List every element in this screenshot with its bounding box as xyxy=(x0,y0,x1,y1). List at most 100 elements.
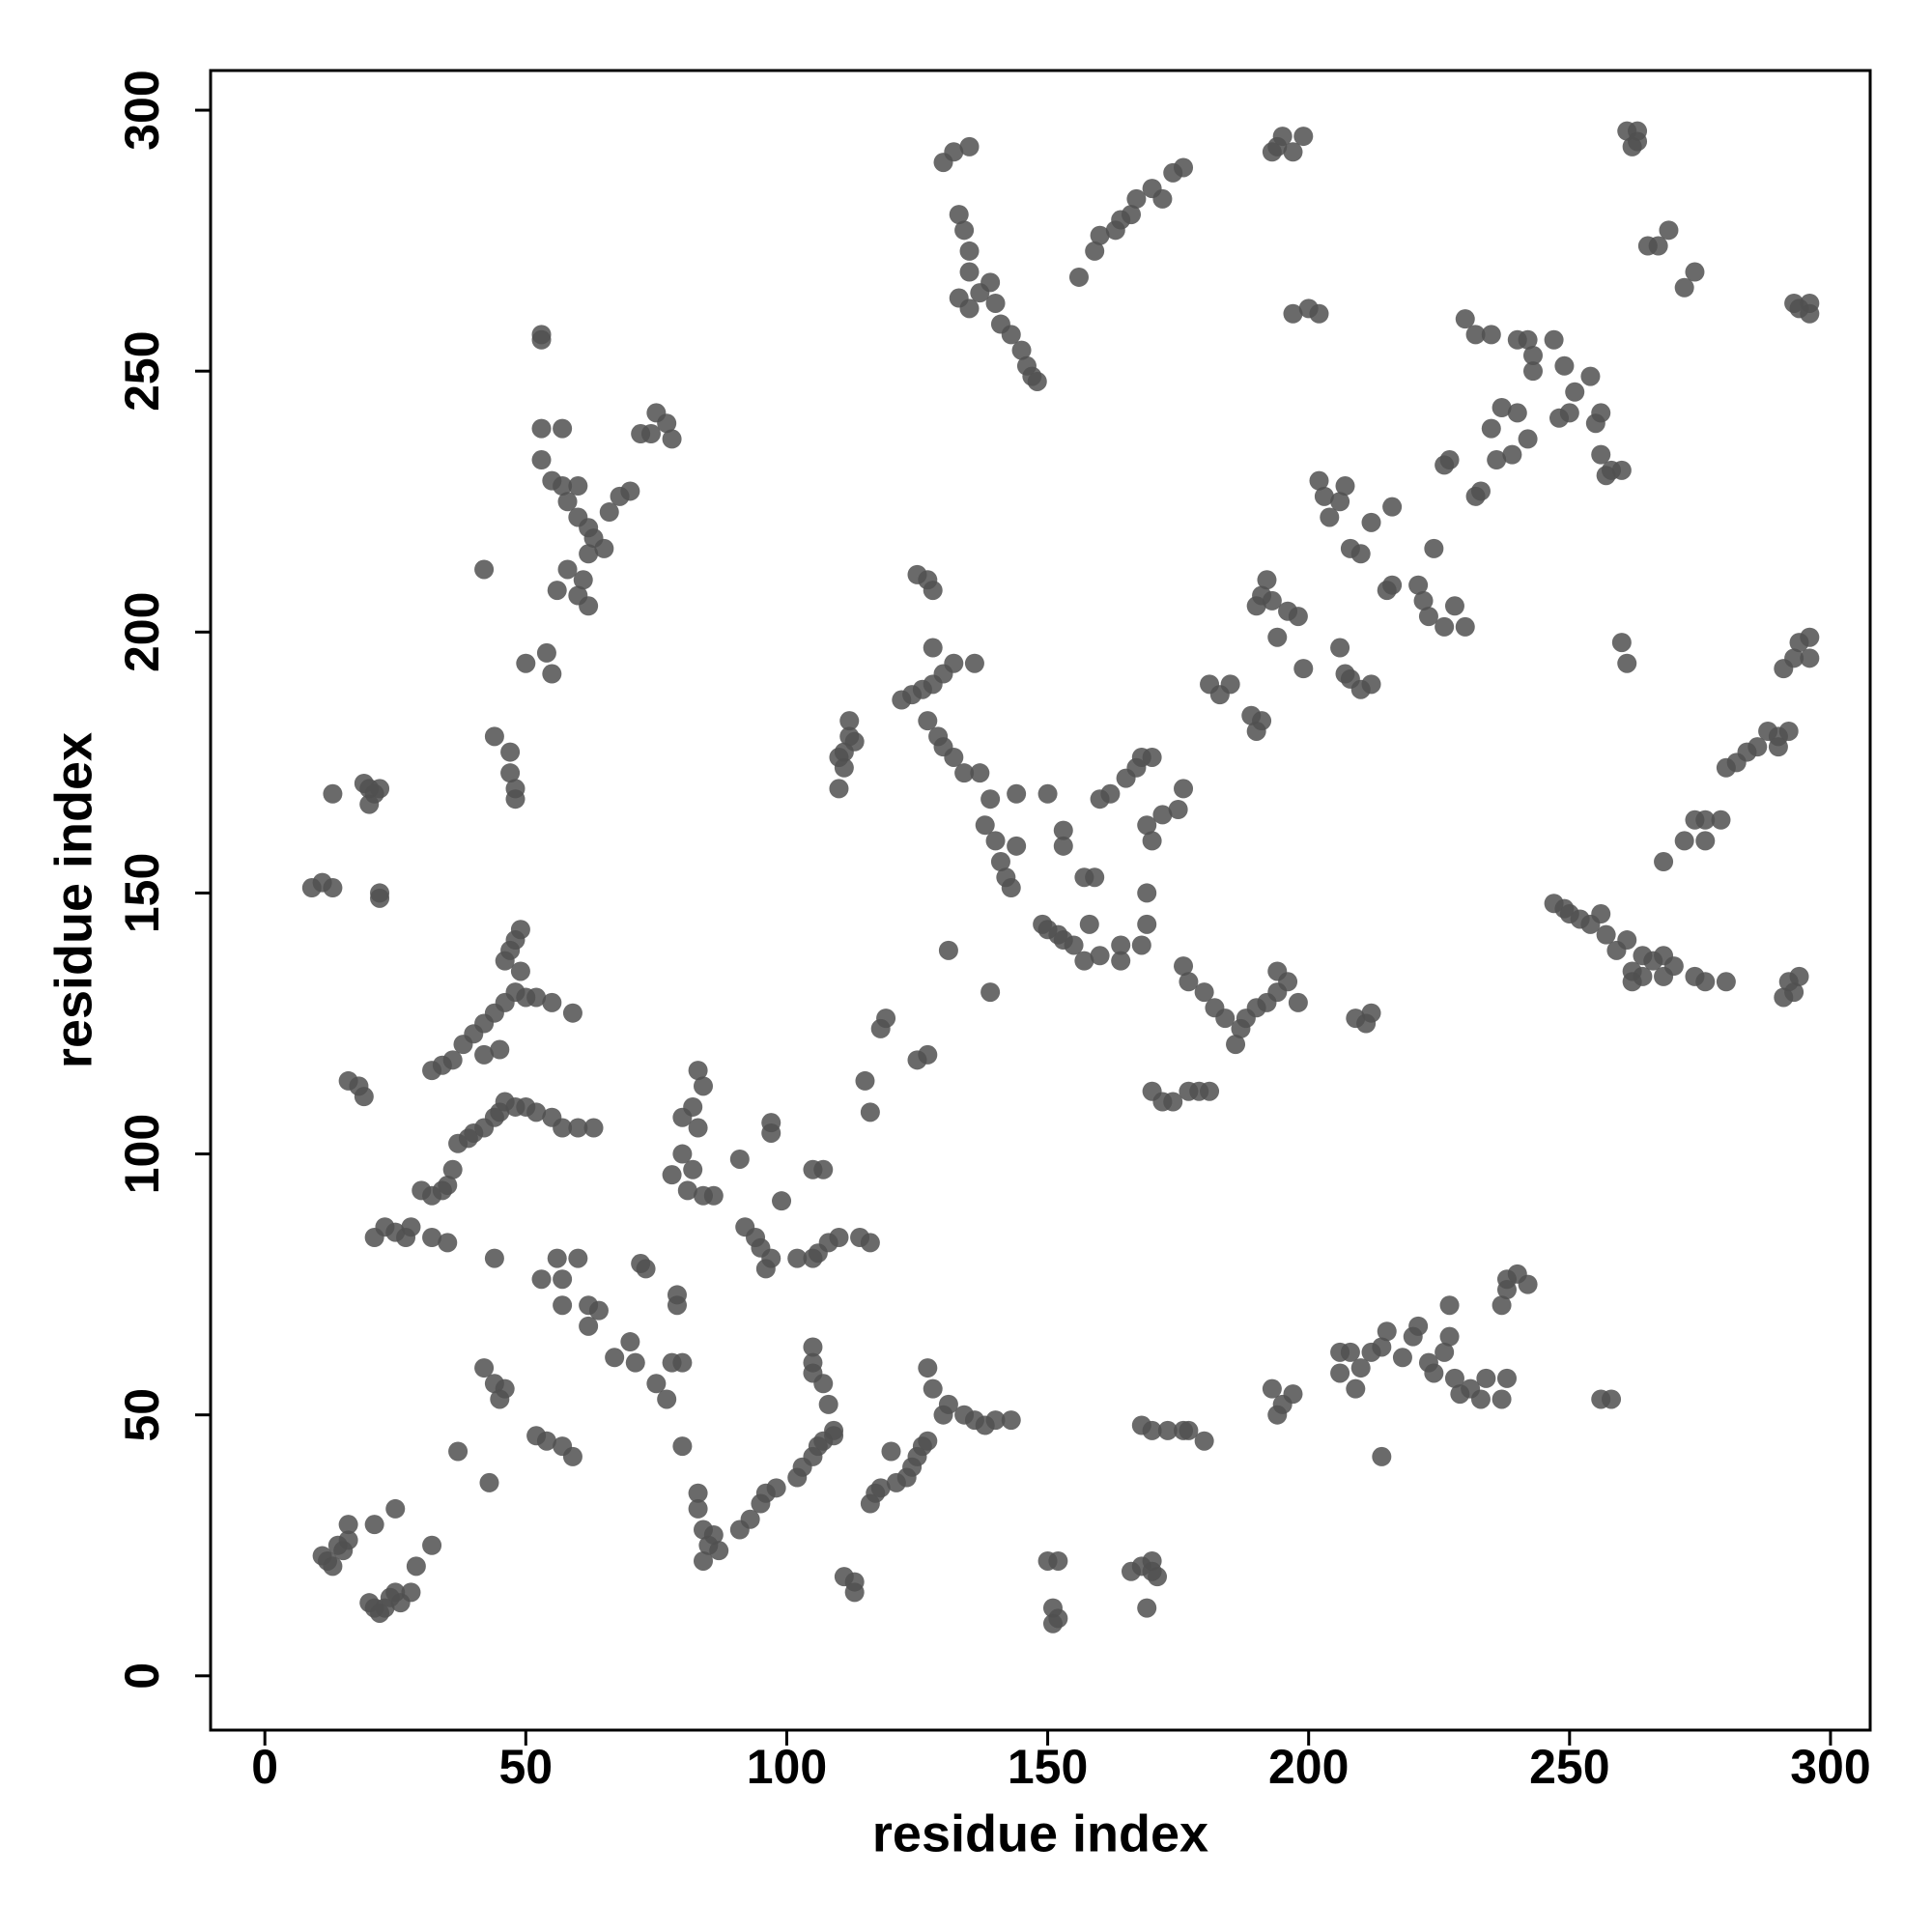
point xyxy=(1168,799,1188,819)
point xyxy=(1288,992,1308,1012)
point xyxy=(484,1248,504,1268)
point xyxy=(1435,616,1455,637)
point xyxy=(985,293,1006,313)
point xyxy=(1174,956,1194,977)
point xyxy=(1382,497,1403,517)
point xyxy=(1288,607,1308,627)
point xyxy=(1439,1326,1460,1347)
point xyxy=(1340,1342,1360,1362)
point xyxy=(1267,627,1288,647)
point xyxy=(1174,779,1194,799)
point xyxy=(1611,633,1632,653)
point xyxy=(1654,852,1674,872)
point xyxy=(1800,648,1820,668)
point xyxy=(1418,607,1438,627)
point xyxy=(1507,403,1527,423)
point xyxy=(813,1159,834,1179)
point xyxy=(1611,460,1632,480)
point xyxy=(1674,831,1694,851)
point xyxy=(1137,914,1157,934)
y-tick-label: 250 xyxy=(115,330,169,411)
x-tick-label: 300 xyxy=(1790,1740,1870,1794)
point xyxy=(1413,590,1434,611)
point xyxy=(562,1003,582,1023)
point xyxy=(1685,262,1705,282)
point xyxy=(1435,1342,1455,1362)
point xyxy=(1346,1378,1366,1399)
point xyxy=(1747,737,1768,757)
point xyxy=(1392,1348,1412,1368)
point xyxy=(1695,810,1716,830)
x-tick-label: 150 xyxy=(1008,1740,1088,1794)
point xyxy=(1492,1295,1512,1316)
point xyxy=(1659,220,1679,241)
point xyxy=(1518,1274,1538,1294)
point xyxy=(562,1446,582,1466)
point xyxy=(1320,507,1340,527)
x-tick-label: 50 xyxy=(498,1740,553,1794)
point xyxy=(510,920,530,940)
point xyxy=(1554,355,1575,376)
point xyxy=(354,1087,374,1107)
point xyxy=(1476,1368,1496,1388)
point xyxy=(959,262,980,282)
point xyxy=(1465,486,1486,506)
point xyxy=(662,429,682,449)
point xyxy=(1648,236,1668,256)
point xyxy=(938,1394,958,1414)
point xyxy=(1591,904,1611,924)
point xyxy=(1257,570,1277,590)
point xyxy=(1330,638,1350,658)
points-layer xyxy=(301,121,1820,1634)
point xyxy=(1492,1389,1512,1409)
point xyxy=(1622,972,1642,992)
point xyxy=(1496,1368,1517,1388)
point xyxy=(625,1352,645,1373)
point xyxy=(1064,935,1084,955)
point xyxy=(605,1348,625,1368)
point xyxy=(970,763,990,783)
point xyxy=(526,987,547,1008)
point xyxy=(918,1358,938,1378)
point xyxy=(740,1509,760,1529)
point xyxy=(855,1070,875,1091)
point xyxy=(1137,883,1157,903)
point xyxy=(1800,627,1820,647)
point xyxy=(703,1185,724,1206)
point xyxy=(1007,836,1027,856)
point xyxy=(531,418,552,439)
point xyxy=(553,1118,573,1138)
point xyxy=(1283,303,1303,324)
point xyxy=(1424,538,1444,558)
point xyxy=(657,1389,677,1409)
point xyxy=(1444,596,1464,616)
point xyxy=(990,852,1010,872)
point xyxy=(479,1472,499,1492)
point xyxy=(954,763,975,783)
point xyxy=(688,1498,708,1519)
point xyxy=(918,711,938,731)
point xyxy=(359,794,380,814)
point xyxy=(949,205,969,225)
point xyxy=(500,742,521,762)
point xyxy=(1262,590,1282,611)
point xyxy=(954,220,975,241)
point xyxy=(338,1515,358,1535)
point xyxy=(1048,1550,1068,1571)
point xyxy=(672,1352,693,1373)
point xyxy=(1100,783,1121,804)
point xyxy=(323,1556,343,1577)
point xyxy=(1778,972,1799,992)
point xyxy=(370,779,390,799)
point xyxy=(672,1144,693,1164)
point xyxy=(918,1431,938,1451)
point xyxy=(1361,674,1381,695)
point xyxy=(1596,924,1616,945)
point xyxy=(980,982,1001,1003)
point xyxy=(1565,382,1585,402)
point xyxy=(1346,1009,1366,1029)
point xyxy=(1142,831,1162,851)
point xyxy=(667,1295,687,1316)
point xyxy=(1037,783,1058,804)
